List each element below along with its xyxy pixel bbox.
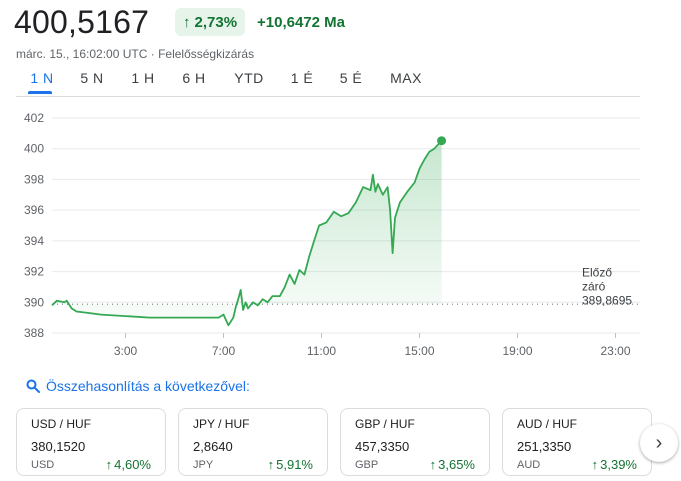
card-value: 380,1520: [31, 439, 86, 454]
active-tab-indicator: [28, 91, 52, 94]
card-pair: GBP / HUF: [355, 417, 415, 431]
search-icon: [26, 379, 40, 393]
separator: ·: [147, 47, 159, 61]
tab-1n[interactable]: 1 N: [30, 70, 54, 86]
card-change-value: 4,60%: [114, 457, 151, 472]
x-tick-label: 11:00: [307, 344, 336, 358]
arrow-up-icon: ↑: [591, 457, 599, 472]
compare-card-usd[interactable]: USD / HUF 380,1520 USD ↑ 4,60%: [16, 408, 166, 476]
card-change-value: 5,91%: [276, 457, 313, 472]
absolute-change: +10,6472 Ma: [257, 14, 345, 31]
card-change: ↑ 4,60%: [106, 457, 151, 472]
y-tick-label: 396: [24, 203, 44, 217]
tab-6h[interactable]: 6 H: [182, 70, 206, 86]
card-currency: JPY: [193, 459, 214, 471]
previous-close-label: záró: [582, 279, 606, 293]
y-tick-label: 394: [24, 234, 44, 248]
card-change-value: 3,65%: [438, 457, 475, 472]
compare-card-aud[interactable]: AUD / HUF 251,3350 AUD ↑ 3,39%: [502, 408, 652, 476]
x-tick-label: 15:00: [404, 344, 434, 358]
current-price: 400,5167: [14, 4, 150, 40]
card-change: ↑ 3,39%: [592, 457, 637, 472]
arrow-up-icon: ↑: [105, 457, 113, 472]
timestamp: márc. 15., 16:02:00 UTC: [16, 47, 148, 61]
last-point-marker: [437, 136, 447, 146]
card-value: 457,3350: [355, 439, 410, 454]
series-area: [52, 140, 442, 326]
card-currency: GBP: [355, 459, 379, 471]
timestamp-line: márc. 15., 16:02:00 UTC · Felelősségkizá…: [16, 47, 254, 61]
x-tick-label: 23:00: [600, 344, 630, 358]
card-pair: USD / HUF: [31, 417, 91, 431]
compare-label: Összehasonlítás a következővel:: [46, 378, 250, 394]
compare-link[interactable]: Összehasonlítás a következővel:: [26, 378, 250, 394]
series-line: [51, 140, 443, 327]
next-button[interactable]: ›: [640, 424, 678, 462]
y-tick-label: 390: [24, 295, 44, 309]
x-tick-label: 3:00: [114, 344, 138, 358]
tab-5n[interactable]: 5 N: [80, 70, 104, 86]
tab-max[interactable]: MAX: [390, 70, 422, 86]
percent-change: 2,73%: [194, 13, 238, 31]
arrow-up-icon: ↑: [183, 13, 191, 31]
card-change: ↑ 5,91%: [268, 457, 313, 472]
tabs-divider: [16, 96, 640, 97]
card-currency: USD: [31, 459, 55, 471]
y-tick-label: 392: [24, 265, 44, 279]
chevron-right-icon: ›: [655, 431, 663, 454]
card-change: ↑ 3,65%: [430, 457, 475, 472]
y-tick-label: 398: [24, 172, 44, 186]
tab-ytd[interactable]: YTD: [234, 70, 264, 86]
tab-1e[interactable]: 1 É: [290, 70, 314, 86]
card-value: 2,8640: [193, 439, 233, 454]
card-change-value: 3,39%: [600, 457, 637, 472]
price-chart[interactable]: 388 390 392 394 396 398 400 402 3:00 7:00 11:00 15:…: [0, 100, 681, 362]
arrow-up-icon: ↑: [267, 457, 275, 472]
x-tick-label: 19:00: [502, 344, 532, 358]
tab-5e[interactable]: 5 É: [339, 70, 363, 86]
card-value: 251,3350: [517, 439, 572, 454]
tab-1h[interactable]: 1 H: [131, 70, 155, 86]
card-pair: JPY / HUF: [193, 417, 250, 431]
percent-change-badge: ↑ 2,73%: [175, 8, 246, 36]
x-tick-label: 7:00: [212, 344, 236, 358]
previous-close-label: Előző: [582, 265, 612, 279]
y-tick-label: 402: [24, 111, 44, 125]
card-currency: AUD: [517, 459, 541, 471]
y-tick-label: 388: [24, 326, 44, 340]
compare-card-jpy[interactable]: JPY / HUF 2,8640 JPY ↑ 5,91%: [178, 408, 328, 476]
previous-close-label: 389,8695: [582, 293, 632, 307]
y-tick-label: 400: [24, 142, 44, 156]
compare-card-gbp[interactable]: GBP / HUF 457,3350 GBP ↑ 3,65%: [340, 408, 490, 476]
card-pair: AUD / HUF: [517, 417, 577, 431]
arrow-up-icon: ↑: [429, 457, 437, 472]
disclaimer-link[interactable]: Felelősségkizárás: [158, 47, 255, 61]
